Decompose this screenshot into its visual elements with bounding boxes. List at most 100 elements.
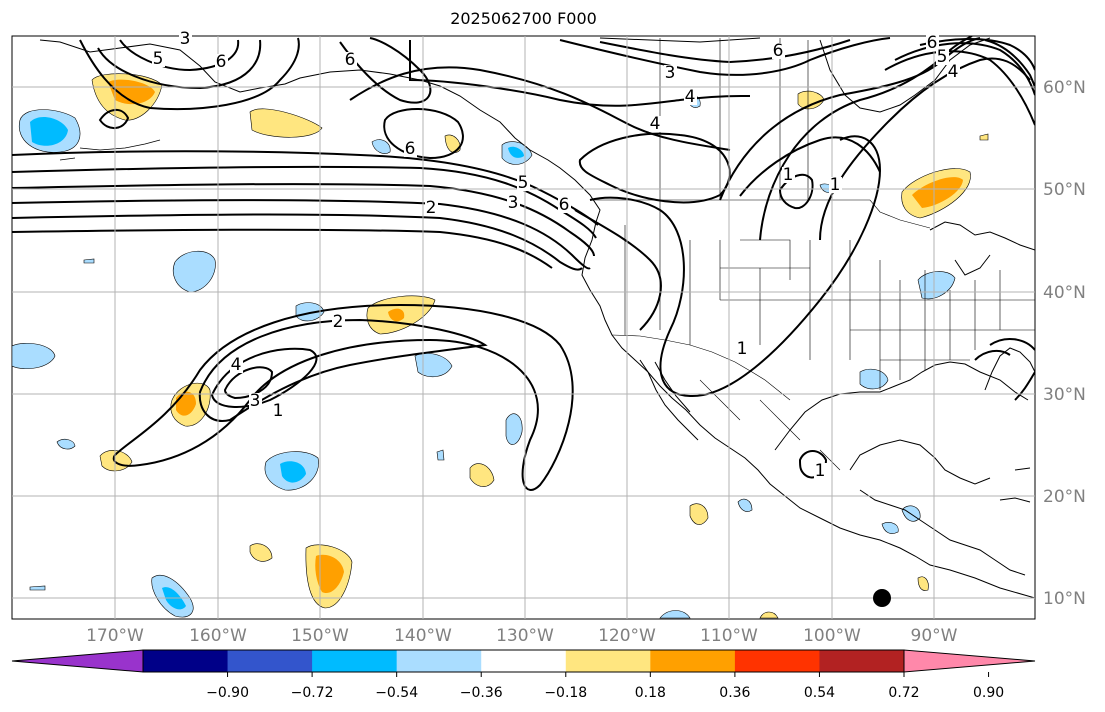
coastlines bbox=[39, 37, 1035, 599]
lat-label: 10°N bbox=[1043, 589, 1086, 609]
colorbar-label: 0.36 bbox=[719, 685, 750, 701]
contour-line bbox=[974, 338, 1035, 361]
shade-blue bbox=[172, 250, 216, 293]
contour-line bbox=[119, 39, 240, 72]
shade-orange bbox=[108, 79, 155, 105]
shade-yellow bbox=[689, 503, 709, 525]
contour-line bbox=[198, 318, 488, 422]
contour-line bbox=[739, 136, 881, 197]
shade-yellow bbox=[979, 133, 989, 141]
contour-label-bg bbox=[249, 393, 262, 409]
contour-line bbox=[984, 39, 1035, 89]
shade-blue bbox=[505, 413, 523, 445]
contour-label: 1 bbox=[273, 401, 284, 421]
lat-label: 30°N bbox=[1043, 385, 1086, 405]
contour-label-bg bbox=[829, 177, 842, 193]
shade-blue bbox=[280, 461, 306, 483]
contour-line bbox=[98, 109, 130, 129]
contour-label: 6 bbox=[559, 195, 570, 215]
contour-label: 6 bbox=[773, 41, 784, 61]
colorbar: −0.90 −0.72 −0.54 −0.36 −0.18 0.18 0.36 0.54 0.7… bbox=[11, 649, 1036, 701]
contour-label: 1 bbox=[830, 175, 841, 195]
lat-label: 60°N bbox=[1043, 78, 1086, 98]
contour-label: 3 bbox=[250, 391, 261, 411]
contour-label-bg bbox=[344, 52, 357, 68]
shade-blue bbox=[737, 498, 753, 512]
contour-line bbox=[1014, 371, 1035, 401]
contour-line bbox=[339, 37, 432, 104]
colorbar-label: −0.90 bbox=[206, 685, 249, 701]
contour-label-bg bbox=[649, 116, 662, 132]
lat-label: 50°N bbox=[1043, 180, 1086, 200]
pacific-coast bbox=[581, 221, 1035, 599]
contour-line bbox=[589, 135, 882, 398]
aleutian-islands bbox=[59, 139, 161, 161]
contour-line bbox=[349, 66, 731, 151]
colorbar-extend-high bbox=[903, 649, 1036, 673]
contour-line bbox=[919, 38, 1035, 71]
contour-label: 4 bbox=[650, 114, 661, 134]
caribbean-islands bbox=[999, 467, 1031, 503]
contour-line bbox=[884, 50, 1035, 126]
contour-label: 5 bbox=[153, 49, 164, 69]
lon-label: 120°W bbox=[598, 626, 656, 646]
shade-orange bbox=[388, 308, 405, 322]
colorbar-outline bbox=[142, 649, 905, 673]
contour-label-bg bbox=[404, 141, 417, 157]
lat-label: 40°N bbox=[1043, 283, 1086, 303]
longitude-labels: 170°W 160°W 150°W 140°W 130°W 120°W 110°W 100°W… bbox=[86, 626, 958, 646]
contour-label: 6 bbox=[216, 52, 227, 72]
contour-label-bg bbox=[230, 357, 243, 373]
contour-line bbox=[778, 173, 814, 210]
contour-label-bg bbox=[814, 463, 827, 479]
contour-label-bg bbox=[179, 31, 192, 47]
lon-label: 140°W bbox=[394, 626, 452, 646]
colorbar-label: 0.18 bbox=[635, 685, 666, 701]
contour-label-bg bbox=[272, 403, 285, 419]
shade-yellow bbox=[469, 463, 495, 487]
contour-line bbox=[12, 213, 583, 271]
us-canada-border bbox=[590, 199, 931, 229]
lon-label: 110°W bbox=[700, 626, 758, 646]
colorbar-label: −0.36 bbox=[460, 685, 503, 701]
shade-blue bbox=[56, 438, 76, 450]
contour-label: 6 bbox=[345, 50, 356, 70]
shade-blue bbox=[659, 610, 691, 619]
colorbar-label: −0.54 bbox=[375, 685, 418, 701]
colorbar-label: 0.72 bbox=[888, 685, 919, 701]
colorbar-segment bbox=[227, 650, 313, 672]
contour-label: 3 bbox=[180, 29, 191, 49]
central-america bbox=[859, 489, 1026, 576]
canada-arctic-coast bbox=[599, 37, 761, 43]
contour-line bbox=[599, 39, 851, 64]
contour-label: 4 bbox=[948, 62, 959, 82]
lon-label: 90°W bbox=[911, 626, 958, 646]
shade-blue bbox=[436, 449, 445, 461]
contour-line bbox=[112, 303, 574, 491]
shade-orange bbox=[912, 177, 963, 208]
lon-label: 130°W bbox=[496, 626, 554, 646]
contour-label: 4 bbox=[685, 87, 696, 107]
shade-blue bbox=[881, 522, 899, 534]
shade-blue bbox=[30, 116, 68, 146]
great-lakes bbox=[929, 221, 1035, 276]
contour-label: 1 bbox=[783, 165, 794, 185]
contour-line bbox=[210, 347, 318, 408]
contour-label-bg bbox=[507, 195, 520, 211]
colorbar-segment bbox=[481, 650, 567, 672]
lon-label: 160°W bbox=[189, 626, 247, 646]
contour-label: 2 bbox=[426, 198, 437, 218]
contour-label-bg bbox=[736, 341, 749, 357]
contour-label-bg bbox=[926, 35, 939, 51]
shade-yellow bbox=[249, 108, 323, 138]
contour-label-bg bbox=[558, 197, 571, 213]
lon-label: 150°W bbox=[291, 626, 349, 646]
contour-label: 5 bbox=[518, 173, 529, 193]
contour-label: 5 bbox=[937, 47, 948, 67]
colorbar-segment bbox=[734, 650, 820, 672]
contour-line bbox=[574, 209, 662, 331]
colorbar-segment bbox=[312, 650, 398, 672]
contour-line bbox=[79, 37, 300, 111]
